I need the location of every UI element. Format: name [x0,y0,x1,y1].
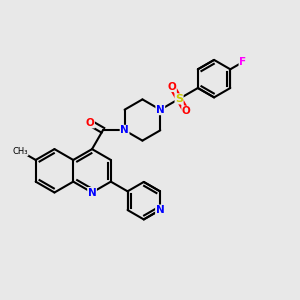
Text: S: S [175,94,183,104]
Text: O: O [85,118,94,128]
Text: N: N [156,105,165,115]
Text: O: O [182,106,190,116]
Text: CH₃: CH₃ [13,146,28,155]
Text: N: N [88,188,96,197]
Text: F: F [239,57,246,67]
Text: N: N [156,205,164,215]
Text: O: O [168,82,176,92]
Text: N: N [120,125,129,135]
